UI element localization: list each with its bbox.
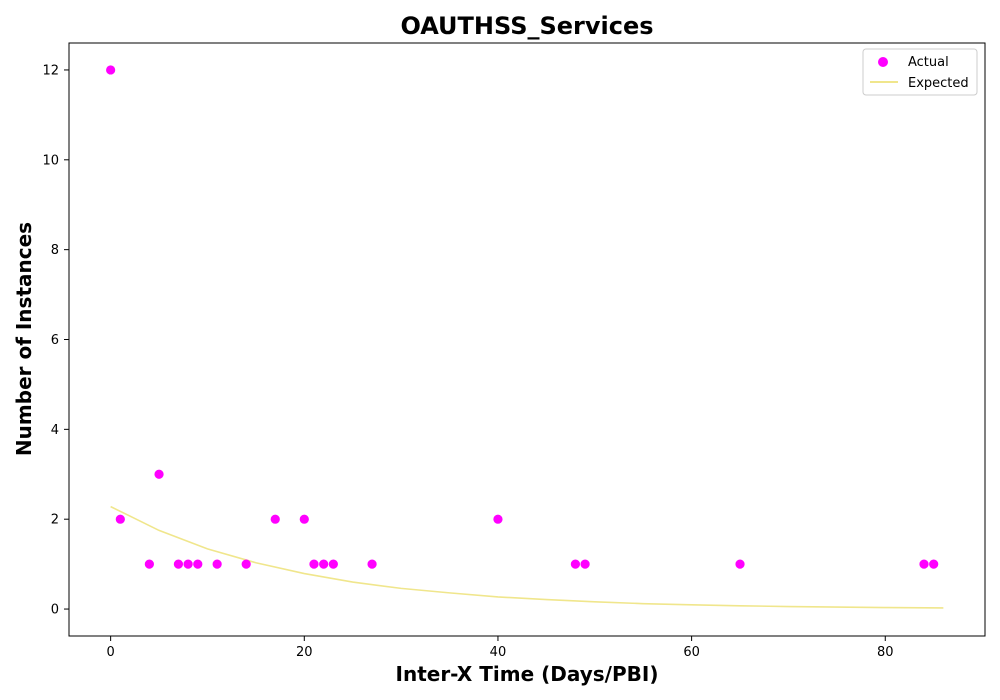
actual-point <box>309 559 319 569</box>
actual-point <box>367 559 377 569</box>
x-tick-label: 40 <box>490 645 507 660</box>
x-axis-label: Inter-X Time (Days/PBI) <box>396 662 659 686</box>
legend: Actual Expected <box>862 48 978 96</box>
actual-point <box>919 559 929 569</box>
actual-point <box>580 559 590 569</box>
plot-area <box>68 42 986 637</box>
actual-point <box>929 559 939 569</box>
y-tick-label: 10 <box>42 153 59 168</box>
y-tick-label: 2 <box>51 513 59 528</box>
y-tick-label: 4 <box>51 423 59 438</box>
actual-point <box>212 559 222 569</box>
x-tick-label: 60 <box>683 645 700 660</box>
actual-point <box>154 469 164 479</box>
actual-point <box>193 559 203 569</box>
y-tick-label: 6 <box>51 333 59 348</box>
actual-point <box>735 559 745 569</box>
actual-point <box>241 559 251 569</box>
y-tick-label: 12 <box>42 63 59 78</box>
actual-point <box>183 559 193 569</box>
plot-frame <box>68 42 986 637</box>
legend-label-actual: Actual <box>908 55 949 70</box>
actual-point <box>299 514 309 524</box>
actual-point <box>173 559 184 569</box>
y-axis-label: Number of Instances <box>12 222 36 456</box>
y-tick-label: 8 <box>51 243 59 258</box>
x-axis-ticks: 0 20 40 60 80 <box>106 636 894 660</box>
actual-point <box>115 514 125 524</box>
expected-line <box>110 505 944 609</box>
actual-point <box>270 514 280 524</box>
x-tick-label: 80 <box>877 645 894 660</box>
actual-point <box>328 559 338 569</box>
legend-label-expected: Expected <box>908 76 969 91</box>
x-tick-label: 20 <box>296 645 313 660</box>
actual-point <box>319 559 329 569</box>
legend-box <box>862 48 978 96</box>
legend-marker-actual <box>878 57 888 67</box>
actual-point <box>144 559 154 569</box>
chart-title: OAUTHSS_Services <box>400 12 653 40</box>
y-axis-ticks: 0 2 4 6 8 10 12 <box>42 63 69 618</box>
actual-point <box>570 559 581 569</box>
actual-point <box>493 514 503 524</box>
x-tick-label: 0 <box>106 645 114 660</box>
y-tick-label: 0 <box>51 603 59 618</box>
actual-point <box>106 65 116 75</box>
